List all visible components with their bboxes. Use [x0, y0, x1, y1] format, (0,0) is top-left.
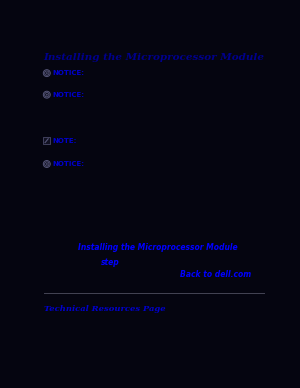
Text: step: step	[101, 258, 120, 267]
Text: Technical Resources Page: Technical Resources Page	[44, 305, 165, 312]
Text: Back to dell.com: Back to dell.com	[180, 270, 251, 279]
Circle shape	[46, 94, 47, 95]
Text: Installing the Microprocessor Module: Installing the Microprocessor Module	[78, 243, 237, 252]
Text: NOTICE:: NOTICE:	[52, 161, 85, 167]
Circle shape	[46, 73, 47, 74]
Text: NOTICE:: NOTICE:	[52, 71, 85, 76]
Circle shape	[43, 161, 50, 168]
Text: NOTE:: NOTE:	[52, 138, 77, 144]
Circle shape	[46, 163, 47, 165]
Bar	[43, 137, 50, 144]
Circle shape	[43, 70, 50, 76]
Text: NOTICE:: NOTICE:	[52, 92, 85, 98]
Text: Installing the Microprocessor Module: Installing the Microprocessor Module	[44, 53, 265, 62]
Circle shape	[43, 91, 50, 98]
